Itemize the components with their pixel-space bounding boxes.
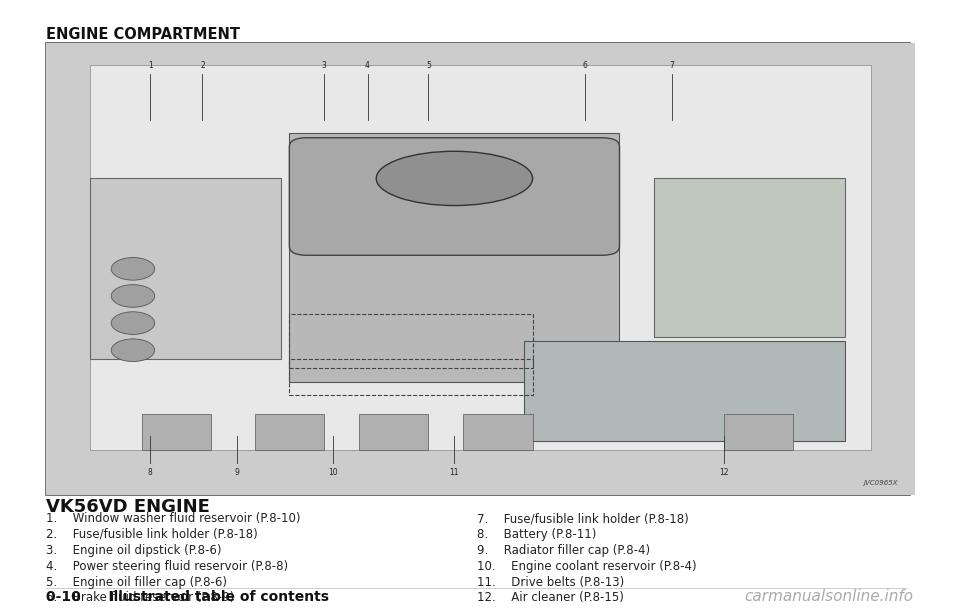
Text: carmanualsonline.info: carmanualsonline.info	[745, 588, 914, 604]
Bar	[142, 414, 211, 450]
Bar	[655, 178, 846, 337]
Circle shape	[111, 258, 155, 280]
Bar	[289, 133, 619, 382]
Text: 0-10  Illustrated table of contents: 0-10 Illustrated table of contents	[46, 590, 329, 604]
Bar	[254, 414, 324, 450]
Text: 6: 6	[583, 61, 588, 70]
Text: 11.  Drive belts (P.8-13): 11. Drive belts (P.8-13)	[477, 576, 625, 588]
Text: 3: 3	[322, 61, 326, 70]
Text: ENGINE COMPARTMENT: ENGINE COMPARTMENT	[46, 27, 240, 43]
Text: 10.  Engine coolant reservoir (P.8-4): 10. Engine coolant reservoir (P.8-4)	[477, 560, 697, 573]
Bar	[289, 314, 533, 368]
Bar	[524, 341, 846, 441]
FancyBboxPatch shape	[289, 137, 619, 255]
Bar	[289, 359, 533, 395]
Text: 2: 2	[200, 61, 204, 70]
Text: 9: 9	[235, 468, 240, 477]
Text: 8: 8	[148, 468, 153, 477]
Bar	[89, 65, 872, 450]
Text: 1.  Window washer fluid reservoir (P.8-10): 1. Window washer fluid reservoir (P.8-10…	[46, 512, 300, 525]
Text: 8.  Battery (P.8-11): 8. Battery (P.8-11)	[477, 528, 597, 541]
Text: JVC0965X: JVC0965X	[863, 480, 898, 486]
Text: 11: 11	[449, 468, 459, 477]
Text: 5: 5	[426, 61, 431, 70]
Text: VK56VD ENGINE: VK56VD ENGINE	[46, 498, 209, 516]
Text: 1: 1	[148, 61, 153, 70]
Text: 4: 4	[365, 61, 370, 70]
Text: 5.  Engine oil filler cap (P.8-6): 5. Engine oil filler cap (P.8-6)	[46, 576, 227, 588]
Text: 12: 12	[719, 468, 729, 477]
Bar	[89, 178, 280, 359]
Circle shape	[111, 312, 155, 334]
Bar	[724, 414, 793, 450]
Circle shape	[111, 339, 155, 362]
Text: 7: 7	[669, 61, 674, 70]
Text: 2.  Fuse/fusible link holder (P.8-18): 2. Fuse/fusible link holder (P.8-18)	[46, 528, 257, 541]
Text: 6.  Brake fluid reservoir (P.8-9): 6. Brake fluid reservoir (P.8-9)	[46, 591, 234, 604]
Bar	[463, 414, 533, 450]
Text: 4.  Power steering fluid reservoir (P.8-8): 4. Power steering fluid reservoir (P.8-8…	[46, 560, 288, 573]
Bar	[359, 414, 428, 450]
Circle shape	[111, 285, 155, 307]
Text: 9.  Radiator filler cap (P.8-4): 9. Radiator filler cap (P.8-4)	[477, 544, 651, 557]
Text: 10: 10	[328, 468, 338, 477]
FancyBboxPatch shape	[46, 43, 910, 495]
Text: 3.  Engine oil dipstick (P.8-6): 3. Engine oil dipstick (P.8-6)	[46, 544, 222, 557]
Ellipse shape	[376, 152, 533, 205]
Text: 7.  Fuse/fusible link holder (P.8-18): 7. Fuse/fusible link holder (P.8-18)	[477, 512, 689, 525]
Text: 12.  Air cleaner (P.8-15): 12. Air cleaner (P.8-15)	[477, 591, 624, 604]
